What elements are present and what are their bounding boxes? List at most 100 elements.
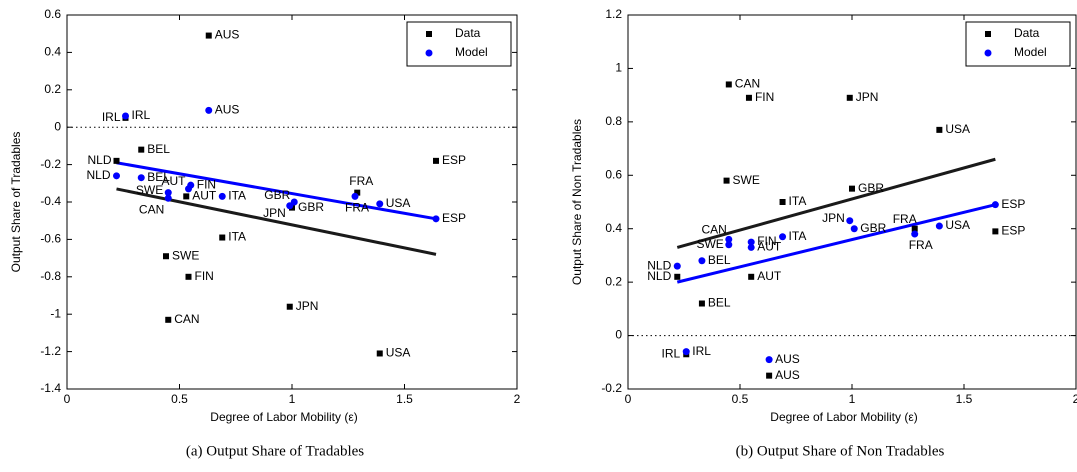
- point-label: AUS: [215, 28, 240, 42]
- point-label: ITA: [789, 194, 807, 208]
- model-point: [935, 222, 943, 230]
- x-tick-label: 1: [289, 392, 296, 406]
- data-point: [936, 126, 943, 133]
- y-tick-label: 0.8: [605, 114, 622, 128]
- data-point: [354, 189, 361, 196]
- fit-line: [676, 203, 996, 284]
- point-label: AUT: [162, 174, 187, 188]
- data-point: [674, 273, 681, 280]
- data-point: [138, 146, 145, 153]
- data-point: [183, 193, 190, 200]
- y-tick-label: -0.2: [40, 157, 61, 171]
- data-point: [748, 273, 755, 280]
- legend: Data Model: [406, 21, 512, 67]
- model-point: [286, 202, 294, 210]
- point-label: IRL: [132, 108, 151, 122]
- legend-marker: [985, 31, 991, 37]
- data-point: [185, 273, 192, 280]
- point-label: BEL: [147, 142, 170, 156]
- fit-line: [116, 161, 437, 221]
- plot-area: [627, 14, 1077, 390]
- point-label: GBR: [860, 221, 886, 235]
- point-label: NLD: [86, 168, 110, 182]
- model-point: [187, 181, 195, 189]
- model-point: [432, 215, 440, 223]
- point-label: AUS: [775, 368, 800, 382]
- point-label: CAN: [174, 312, 199, 326]
- model-point: [725, 241, 733, 249]
- x-tick-label: 0: [625, 392, 632, 406]
- legend-marker: [984, 49, 992, 57]
- y-tick-label: -0.6: [40, 232, 61, 246]
- model-point: [725, 235, 733, 243]
- point-label: FIN: [755, 90, 774, 104]
- data-point: [992, 228, 999, 235]
- model-point: [850, 225, 858, 233]
- point-label: FRA: [893, 212, 917, 226]
- point-label: FIN: [757, 234, 776, 248]
- model-point: [137, 174, 145, 182]
- data-point: [745, 94, 752, 101]
- x-tick-label: 1.5: [396, 392, 413, 406]
- data-point: [779, 199, 786, 205]
- point-label: GBR: [264, 188, 290, 202]
- x-axis-label: Degree of Labor Mobility (ε): [770, 410, 917, 424]
- data-point: [766, 372, 773, 379]
- point-label: IRL: [662, 346, 681, 360]
- legend-box: [965, 21, 1071, 67]
- point-label: USA: [945, 218, 970, 232]
- legend: Data Model: [965, 21, 1071, 67]
- model-point: [698, 257, 706, 265]
- point-label: FIN: [197, 177, 216, 191]
- point-label: ESP: [1001, 224, 1025, 238]
- legend-label: Model: [1014, 45, 1047, 59]
- point-label: AUS: [775, 352, 800, 366]
- y-tick-label: -0.4: [40, 194, 61, 208]
- data-point: [286, 303, 293, 310]
- point-label: USA: [386, 196, 411, 210]
- legend-box: [406, 21, 512, 67]
- point-label: ITA: [228, 230, 246, 244]
- y-tick-label: 0.6: [44, 7, 61, 21]
- point-label: ESP: [442, 153, 466, 167]
- point-label: FIN: [195, 269, 214, 283]
- point-label: AUT: [757, 269, 782, 283]
- point-label: SWE: [733, 173, 760, 187]
- point-label: NLD: [87, 153, 111, 167]
- y-tick-label: 0: [54, 119, 61, 133]
- point-label: IRL: [692, 344, 711, 358]
- model-point: [911, 230, 919, 238]
- model-point: [747, 238, 755, 246]
- model-point: [673, 262, 681, 270]
- data-point: [219, 234, 226, 241]
- model-point: [351, 192, 359, 200]
- y-tick-label: 0.2: [44, 82, 61, 96]
- point-label: AUT: [192, 189, 217, 203]
- data-point: [433, 157, 439, 164]
- point-label: BEL: [708, 253, 731, 267]
- point-label: IRL: [102, 110, 121, 124]
- x-tick-label: 0.5: [732, 392, 749, 406]
- point-label: USA: [386, 346, 411, 360]
- y-axis-label: Output Share of Tradables: [9, 132, 23, 273]
- x-tick-label: 0: [64, 392, 71, 406]
- model-point: [846, 217, 854, 225]
- point-label: ITA: [789, 229, 807, 243]
- data-point: [911, 225, 918, 232]
- point-label: BEL: [708, 296, 731, 310]
- data-point: [723, 177, 730, 184]
- model-point: [765, 356, 773, 364]
- point-label: NLD: [647, 258, 671, 272]
- x-tick-label: 0.5: [171, 392, 188, 406]
- y-tick-label: -1.2: [40, 344, 61, 358]
- point-label: AUT: [757, 240, 782, 254]
- model-point: [376, 200, 384, 208]
- legend-label: Model: [455, 45, 488, 59]
- point-label: JPN: [856, 90, 879, 104]
- caption: (a) Output Share of Tradables: [186, 443, 364, 459]
- point-label: BEL: [147, 170, 170, 184]
- point-label: SWE: [136, 183, 163, 197]
- model-point: [164, 194, 172, 202]
